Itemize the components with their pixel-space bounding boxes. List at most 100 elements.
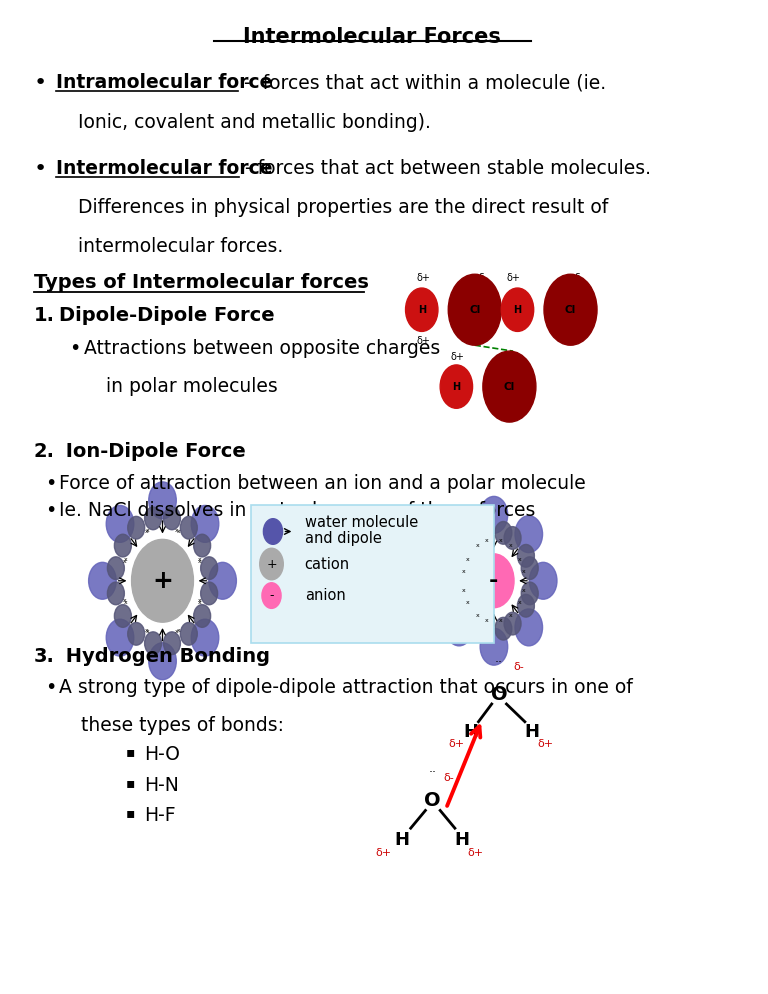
Circle shape bbox=[114, 534, 131, 557]
Circle shape bbox=[149, 643, 177, 680]
Text: ▪: ▪ bbox=[126, 746, 135, 759]
Text: x: x bbox=[146, 528, 150, 533]
Circle shape bbox=[467, 527, 484, 550]
Text: water molecule: water molecule bbox=[305, 515, 418, 530]
Text: and dipole: and dipole bbox=[305, 531, 382, 546]
Circle shape bbox=[144, 507, 161, 530]
Circle shape bbox=[515, 609, 542, 646]
Text: cation: cation bbox=[305, 557, 349, 572]
Text: x: x bbox=[485, 618, 489, 623]
Text: H-F: H-F bbox=[144, 806, 176, 825]
Text: x: x bbox=[499, 618, 503, 623]
Text: ··: ·· bbox=[495, 656, 503, 670]
Circle shape bbox=[521, 557, 538, 580]
Text: δ+: δ+ bbox=[416, 273, 430, 283]
Text: δ-: δ- bbox=[512, 352, 521, 362]
Text: -  forces that act within a molecule (ie.: - forces that act within a molecule (ie. bbox=[237, 74, 606, 92]
Text: x: x bbox=[518, 557, 521, 562]
Text: x: x bbox=[144, 627, 148, 632]
Circle shape bbox=[200, 557, 217, 580]
Text: δ+: δ+ bbox=[449, 740, 465, 749]
Circle shape bbox=[114, 604, 131, 627]
Text: •: • bbox=[34, 74, 47, 93]
Text: x: x bbox=[123, 559, 127, 564]
Circle shape bbox=[544, 274, 597, 345]
Text: Force of attraction between an ion and a polar molecule: Force of attraction between an ion and a… bbox=[59, 474, 586, 493]
Text: 3.: 3. bbox=[34, 647, 55, 666]
Circle shape bbox=[106, 619, 134, 656]
Text: x: x bbox=[197, 600, 201, 605]
Text: δ+: δ+ bbox=[451, 352, 465, 362]
Text: x: x bbox=[462, 587, 466, 592]
Text: A strong type of dipole-dipole attraction that occurs in one of: A strong type of dipole-dipole attractio… bbox=[59, 678, 633, 698]
Circle shape bbox=[521, 582, 538, 604]
Circle shape bbox=[191, 506, 219, 543]
Text: x: x bbox=[476, 613, 479, 618]
Text: x: x bbox=[522, 569, 526, 575]
Circle shape bbox=[495, 617, 511, 640]
Text: +: + bbox=[152, 569, 173, 592]
Text: Ionic, covalent and metallic bonding).: Ionic, covalent and metallic bonding). bbox=[78, 112, 431, 131]
Text: x: x bbox=[508, 544, 512, 549]
Circle shape bbox=[445, 516, 473, 553]
Circle shape bbox=[483, 351, 536, 422]
Text: ··: ·· bbox=[429, 766, 437, 779]
Circle shape bbox=[480, 496, 508, 534]
Circle shape bbox=[127, 516, 144, 539]
Text: •: • bbox=[69, 339, 81, 358]
Text: ▪: ▪ bbox=[126, 806, 135, 820]
Text: •: • bbox=[34, 159, 47, 179]
Text: Intramolecular force: Intramolecular force bbox=[56, 74, 272, 92]
Circle shape bbox=[127, 622, 144, 645]
Text: x: x bbox=[522, 587, 526, 592]
Circle shape bbox=[180, 516, 197, 539]
Text: 1.: 1. bbox=[34, 306, 55, 325]
Text: Ie. NaCl dissolves in water because of these forces: Ie. NaCl dissolves in water because of t… bbox=[59, 501, 536, 520]
Text: δ+: δ+ bbox=[538, 740, 554, 749]
Text: - forces that act between stable molecules.: - forces that act between stable molecul… bbox=[239, 159, 651, 178]
Circle shape bbox=[164, 507, 180, 530]
Circle shape bbox=[209, 563, 237, 599]
Text: x: x bbox=[144, 529, 148, 534]
Text: H: H bbox=[455, 831, 470, 849]
Text: x: x bbox=[177, 627, 180, 632]
Text: x: x bbox=[146, 628, 150, 633]
Text: x: x bbox=[177, 529, 180, 534]
Text: Hydrogen Bonding: Hydrogen Bonding bbox=[59, 647, 270, 666]
Text: intermolecular forces.: intermolecular forces. bbox=[78, 237, 283, 255]
Circle shape bbox=[467, 612, 484, 635]
Text: x: x bbox=[198, 597, 202, 602]
Text: •: • bbox=[45, 678, 56, 698]
Circle shape bbox=[518, 594, 535, 617]
Circle shape bbox=[449, 557, 467, 580]
Text: δ-: δ- bbox=[476, 336, 485, 346]
Circle shape bbox=[194, 534, 210, 557]
Text: x: x bbox=[466, 600, 470, 605]
Text: Cl: Cl bbox=[469, 305, 481, 315]
Text: anion: anion bbox=[305, 588, 346, 603]
Text: x: x bbox=[124, 557, 127, 562]
Text: Intermolecular force: Intermolecular force bbox=[56, 159, 272, 178]
Text: Intermolecular Forces: Intermolecular Forces bbox=[243, 27, 502, 47]
Text: H-O: H-O bbox=[144, 746, 180, 764]
Text: H: H bbox=[525, 723, 540, 741]
Text: •: • bbox=[45, 474, 56, 493]
Text: H: H bbox=[452, 382, 461, 392]
Text: H: H bbox=[464, 723, 478, 741]
Circle shape bbox=[518, 545, 535, 568]
Text: Types of Intermolecular forces: Types of Intermolecular forces bbox=[34, 273, 369, 292]
Circle shape bbox=[200, 582, 217, 604]
Circle shape bbox=[453, 594, 471, 617]
Circle shape bbox=[504, 527, 521, 550]
Text: Attractions between opposite charges: Attractions between opposite charges bbox=[84, 339, 440, 358]
Text: δ-: δ- bbox=[479, 273, 488, 283]
Text: Cl: Cl bbox=[565, 305, 576, 315]
Text: x: x bbox=[508, 613, 512, 618]
Circle shape bbox=[445, 609, 473, 646]
Circle shape bbox=[194, 604, 210, 627]
Text: H: H bbox=[394, 831, 409, 849]
Text: x: x bbox=[198, 559, 202, 564]
Text: x: x bbox=[466, 557, 470, 562]
Text: ▪: ▪ bbox=[126, 776, 135, 790]
Circle shape bbox=[440, 365, 472, 409]
